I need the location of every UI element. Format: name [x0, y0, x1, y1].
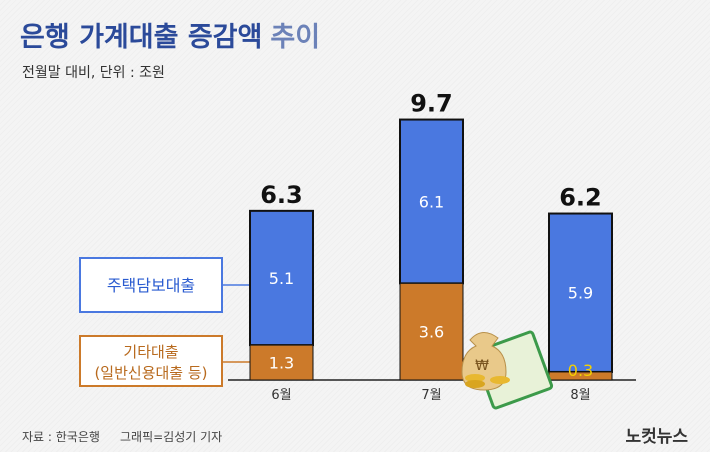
- chart-subtitle: 전월말 대비, 단위 : 조원: [22, 65, 165, 81]
- bar-segment-other: [399, 282, 464, 381]
- x-tick-label: 7월: [421, 388, 441, 403]
- graphic-credit: 그래픽=김성기 기자: [120, 430, 222, 444]
- legend-other-label-1: 기타대출: [123, 343, 178, 361]
- legend-other-box: [79, 335, 223, 387]
- data-label-mortgage: 5.9: [568, 284, 593, 303]
- source-note: 자료 : 한국은행: [22, 429, 100, 444]
- bar-segment-mortgage: [548, 212, 613, 373]
- bar-segment-other: [249, 344, 314, 381]
- data-label-mortgage: 5.1: [269, 269, 294, 288]
- data-label-other: 3.6: [419, 323, 444, 342]
- legend-mortgage-label: 주택담보대출: [107, 276, 195, 295]
- data-label-total: 9.7: [410, 90, 453, 118]
- legend-mortgage-box: [79, 257, 223, 313]
- data-label-other: 0.3: [568, 361, 593, 380]
- logo-nocutnews: 노컷뉴스: [625, 427, 688, 447]
- data-label-total: 6.3: [260, 181, 303, 209]
- money-bag-coins-icon: ₩: [461, 330, 554, 410]
- x-tick-label: 8월: [570, 388, 590, 403]
- data-label-mortgage: 6.1: [419, 192, 444, 211]
- data-label-total: 6.2: [559, 184, 602, 212]
- data-label-other: 1.3: [269, 354, 294, 373]
- legend-other-label-2: (일반신용대출 등): [94, 364, 207, 382]
- svg-text:₩: ₩: [475, 358, 489, 374]
- x-tick-label: 6월: [271, 388, 291, 403]
- chart-title: 은행 가계대출 증감액 추이: [20, 22, 320, 53]
- bar-segment-mortgage: [249, 209, 314, 347]
